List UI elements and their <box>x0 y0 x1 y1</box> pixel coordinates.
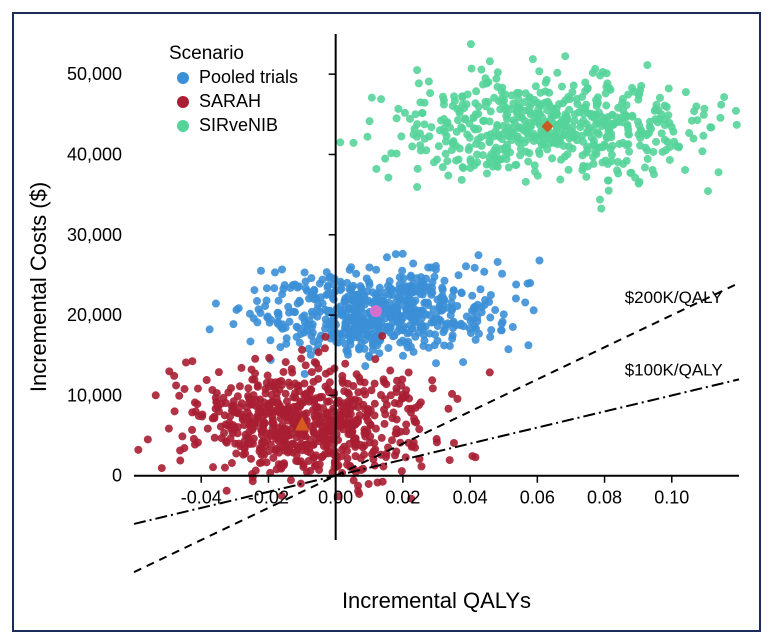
chart-outer-container: $200K/QALY $100K/QALY -0.04 -0.02 0.00 0.02 0.… <box>0 0 773 644</box>
scatter-plot: $200K/QALY $100K/QALY -0.04 -0.02 0.00 0.02 0.… <box>14 14 759 630</box>
x-tick-label: 0.04 <box>453 488 488 508</box>
centroid-marker <box>370 305 382 317</box>
threshold-label: $100K/QALY <box>625 360 723 379</box>
x-tick-label: 0.00 <box>318 488 353 508</box>
legend-title: Scenario <box>169 43 244 64</box>
y-tick-label: 50,000 <box>67 64 122 84</box>
legend-label: SIRveNIB <box>199 115 278 135</box>
y-tick-label: 20,000 <box>67 305 122 325</box>
x-tick-label: 0.06 <box>520 488 555 508</box>
legend-swatch <box>177 96 189 108</box>
series-SARAH <box>134 332 493 503</box>
series-SIRveNIB <box>336 40 741 212</box>
legend-label: Pooled trials <box>199 67 298 87</box>
chart-frame: $200K/QALY $100K/QALY -0.04 -0.02 0.00 0.02 0.… <box>12 12 761 632</box>
x-tick-label: 0.08 <box>587 488 622 508</box>
y-tick-label: 10,000 <box>67 385 122 405</box>
y-tick-label: 0 <box>112 466 122 486</box>
x-tick-label: -0.02 <box>248 488 289 508</box>
y-axis-label: Incremental Costs ($) <box>26 182 51 392</box>
x-tick-label: 0.02 <box>385 488 420 508</box>
x-axis-label: Incremental QALYs <box>342 588 531 613</box>
legend-label: SARAH <box>199 91 261 111</box>
y-tick-label: 40,000 <box>67 144 122 164</box>
threshold-label: $200K/QALY <box>625 288 723 307</box>
legend: Scenario Pooled trials SARAH SIRveNIB <box>169 43 298 135</box>
legend-swatch <box>177 72 189 84</box>
legend-swatch <box>177 120 189 132</box>
y-tick-label: 30,000 <box>67 225 122 245</box>
x-tick-label: 0.10 <box>654 488 689 508</box>
x-tick-label: -0.04 <box>181 488 222 508</box>
